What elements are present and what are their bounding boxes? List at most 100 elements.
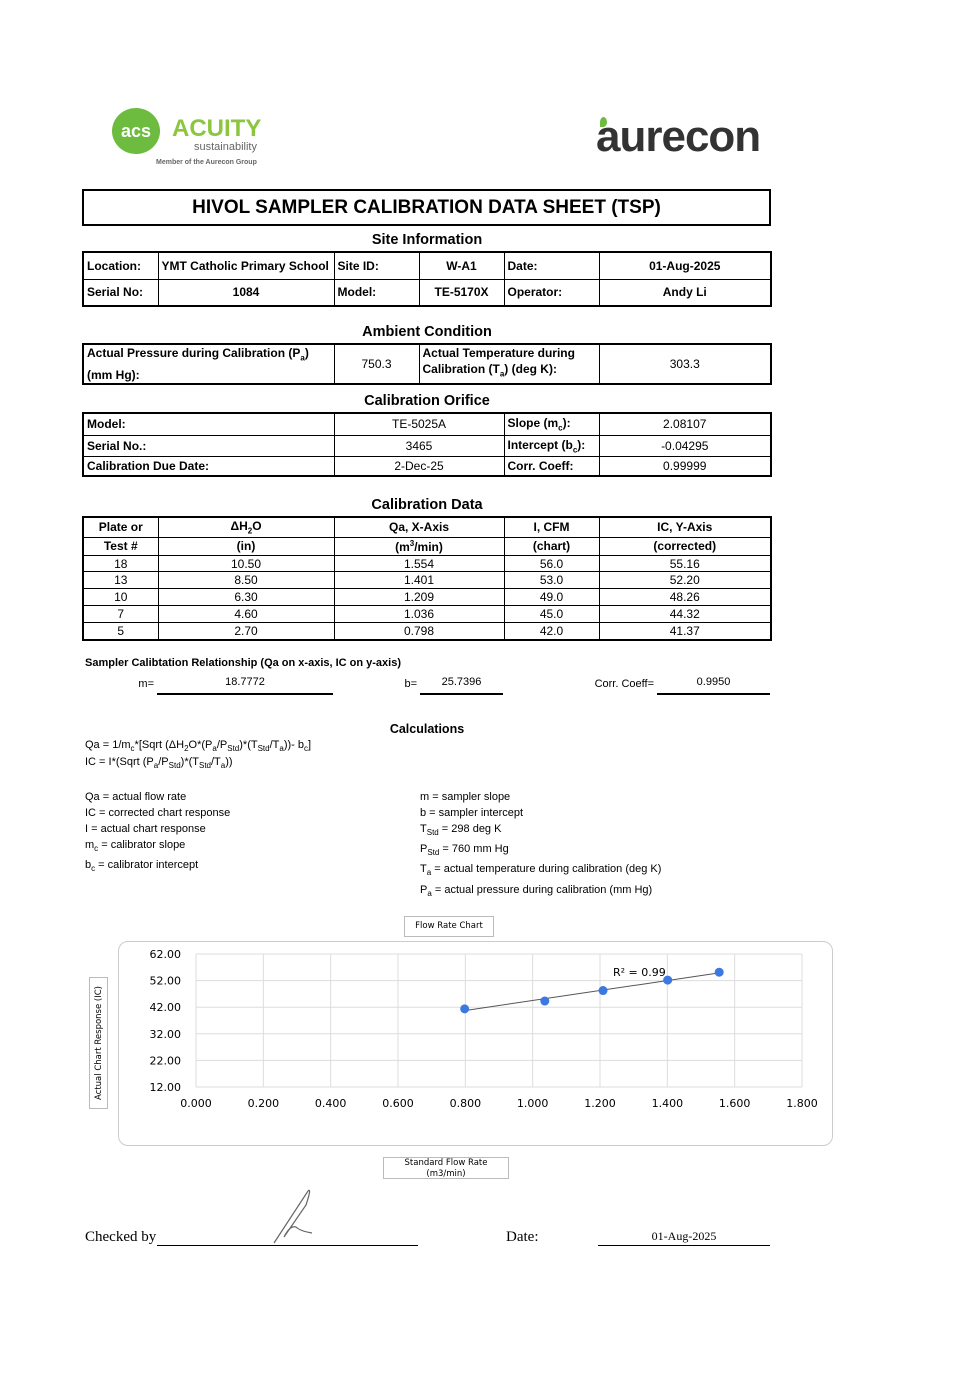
aurecon-logo: aurecon xyxy=(596,112,761,161)
ambient-heading: Ambient Condition xyxy=(362,324,492,340)
x-tick-label: 1.600 xyxy=(719,1097,751,1110)
y-tick-label: 62.00 xyxy=(150,948,182,961)
orifice-model-label: Model: xyxy=(82,412,335,436)
b-label: b= xyxy=(404,678,417,690)
signature xyxy=(273,1189,313,1244)
table-cell: (chart) xyxy=(503,536,600,556)
definition-item: PStd = 760 mm Hg xyxy=(420,843,509,858)
page-title: HIVOL SAMPLER CALIBRATION DATA SHEET (TS… xyxy=(82,189,771,226)
header-row: Plate or ΔH2O Qa, X-Axis I, CFM IC, Y-Axis xyxy=(82,516,772,538)
header-row: Test # (in) (m3/min) (chart) (corrected) xyxy=(82,536,772,556)
y-axis-label: Actual Chart Response (IC) xyxy=(93,986,104,1100)
serial-value: 1084 xyxy=(157,278,335,307)
definition-item: b = sampler intercept xyxy=(420,807,524,819)
site-info-table: Location: YMT Catholic Primary School Site… xyxy=(82,251,772,307)
corr-value: 0.9950 xyxy=(657,676,770,695)
data-point xyxy=(598,986,608,996)
acuity-logo: acs ACUITY sustainability Member of the … xyxy=(110,106,275,170)
acuity-logo-tagline: Member of the Aurecon Group xyxy=(156,159,257,166)
corr-coeff-value: 0.99999 xyxy=(598,456,772,477)
data-point xyxy=(460,1004,470,1014)
signature-line xyxy=(157,1245,418,1246)
y-tick-label: 22.00 xyxy=(150,1054,182,1067)
definitions-left: Qa = actual flow rate IC = corrected char… xyxy=(85,789,230,877)
chart-area xyxy=(118,941,833,1146)
model-label: Model: xyxy=(333,278,420,307)
table-row: 7 4.60 1.036 45.0 44.32 xyxy=(82,605,772,624)
table-cell: 41.37 xyxy=(598,622,772,641)
serial-label: Serial No: xyxy=(82,278,159,307)
definition-item: bc = calibrator intercept xyxy=(85,859,199,874)
y-tick-label: 42.00 xyxy=(150,1001,182,1014)
location-value: YMT Catholic Primary School xyxy=(157,251,335,280)
checked-by-label: Checked by xyxy=(85,1229,157,1245)
table-cell: ΔH2O xyxy=(157,516,335,538)
location-label: Location: xyxy=(82,251,159,280)
temperature-value: 303.3 xyxy=(598,343,772,385)
date-label: Date: xyxy=(503,251,600,280)
slope-value: 2.08107 xyxy=(598,412,772,436)
acuity-logo-mark: acs xyxy=(112,108,160,154)
formula-ic: IC = I*(Sqrt (Pa/PStd)*(TStd/Ta)) xyxy=(85,756,233,771)
x-tick-label: 0.000 xyxy=(180,1097,212,1110)
ambient-table: Actual Pressure during Calibration (Pa)(… xyxy=(82,343,772,385)
table-cell: 5 xyxy=(82,622,159,641)
definition-item: I = actual chart response xyxy=(85,823,206,835)
definition-item: m = sampler slope xyxy=(420,791,511,803)
table-cell: 48.26 xyxy=(598,588,772,607)
operator-label: Operator: xyxy=(503,278,600,307)
definition-item: Ta = actual temperature during calibrati… xyxy=(420,863,662,878)
table-cell: Plate or xyxy=(82,516,159,538)
x-tick-label: 1.200 xyxy=(584,1097,616,1110)
calculations-heading: Calculations xyxy=(389,722,465,736)
table-cell: 52.20 xyxy=(598,571,772,590)
data-point xyxy=(540,996,550,1006)
table-cell: (in) xyxy=(157,536,335,556)
table-cell: Qa, X-Axis xyxy=(333,516,505,538)
definition-item: mc = calibrator slope xyxy=(85,839,186,854)
footer-date-label: Date: xyxy=(506,1229,539,1245)
table-cell: I, CFM xyxy=(503,516,600,538)
x-tick-label: 1.400 xyxy=(652,1097,684,1110)
footer-date-value: 01-Aug-2025 xyxy=(598,1229,770,1246)
definition-item: Qa = actual flow rate xyxy=(85,791,187,803)
b-value: 25.7396 xyxy=(420,676,503,695)
y-axis-label-box: Actual Chart Response (IC) xyxy=(89,977,108,1109)
date-value: 01-Aug-2025 xyxy=(598,251,772,280)
table-cell: 8.50 xyxy=(157,571,335,590)
trendline-label: R² = 0.99 xyxy=(613,966,666,979)
calibration-data-table: Plate or ΔH2O Qa, X-Axis I, CFM IC, Y-Axis Te… xyxy=(82,516,772,641)
m-value: 18.7772 xyxy=(157,676,333,695)
table-cell: 42.0 xyxy=(503,622,600,641)
x-tick-label: 1.800 xyxy=(786,1097,818,1110)
x-tick-label: 0.600 xyxy=(382,1097,414,1110)
table-row: 13 8.50 1.401 53.0 52.20 xyxy=(82,571,772,590)
definition-item: IC = corrected chart response xyxy=(85,807,231,819)
m-label: m= xyxy=(138,678,154,690)
model-value: TE-5170X xyxy=(418,278,505,307)
table-cell: Test # xyxy=(82,536,159,556)
definition-item: TStd = 298 deg K xyxy=(420,823,502,838)
x-tick-label: 1.000 xyxy=(517,1097,549,1110)
orifice-table: Model: TE-5025A Slope (mc): 2.08107 Serial … xyxy=(82,412,772,477)
trendline xyxy=(464,972,720,1012)
relationship-title: Sampler Calibtation Relationship (Qa on … xyxy=(85,657,402,669)
orifice-heading: Calibration Orifice xyxy=(364,393,490,409)
table-cell: IC, Y-Axis xyxy=(598,516,772,538)
x-axis-label: Standard Flow Rate (m3/min) xyxy=(383,1157,509,1179)
table-cell: (corrected) xyxy=(598,536,772,556)
corr-label: Corr. Coeff= xyxy=(594,678,654,690)
data-point xyxy=(663,975,673,985)
table-cell: 0.798 xyxy=(333,622,505,641)
slope-label: Slope (mc): xyxy=(503,412,600,436)
formula-qa: Qa = 1/mc*[Sqrt (ΔH2O*(Pa/PStd)*(TStd/Ta… xyxy=(85,739,312,754)
site-id-label: Site ID: xyxy=(333,251,420,280)
table-cell: (m3/min) xyxy=(333,536,505,556)
operator-value: Andy Li xyxy=(598,278,772,307)
pressure-label: Actual Pressure during Calibration (Pa)(… xyxy=(82,343,335,385)
caldata-heading: Calibration Data xyxy=(371,497,483,513)
x-tick-label: 0.800 xyxy=(450,1097,482,1110)
temperature-label: Actual Temperature during Calibration (Ta… xyxy=(418,343,600,385)
